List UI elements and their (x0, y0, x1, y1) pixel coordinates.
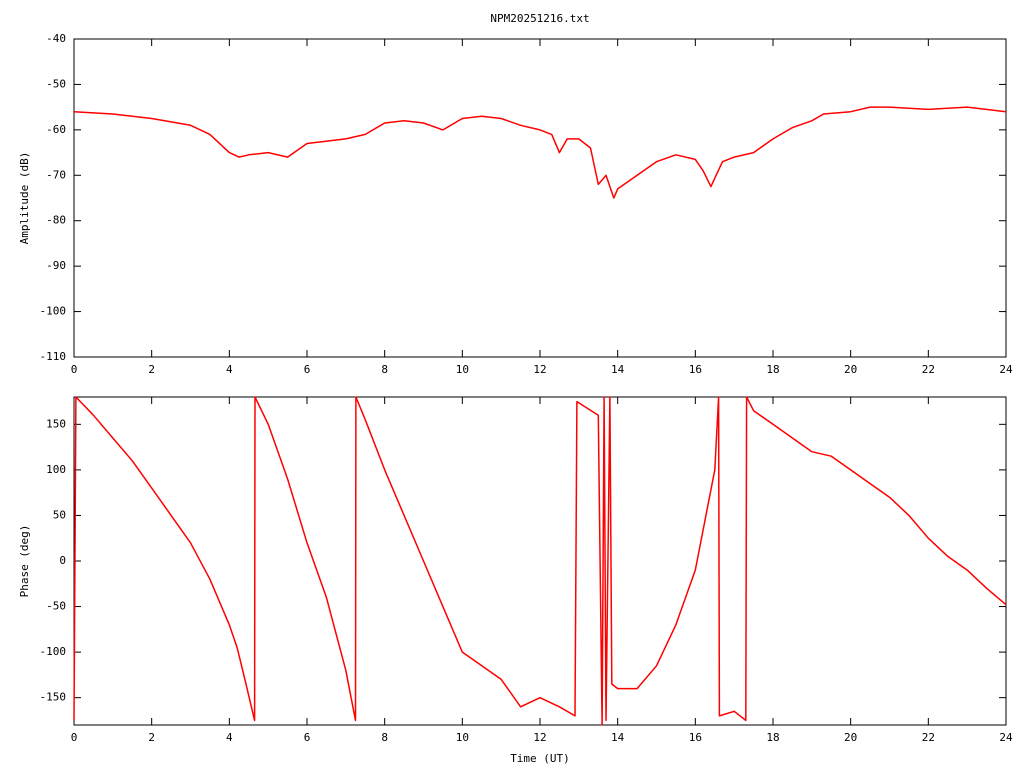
x-tick-label: 4 (226, 363, 233, 376)
x-tick-label: 22 (922, 363, 935, 376)
x-tick-label: 14 (611, 731, 625, 744)
x-tick-label: 14 (611, 363, 625, 376)
y-tick-label: -90 (46, 259, 66, 272)
y-tick-label: -100 (40, 305, 67, 318)
x-tick-label: 8 (381, 363, 388, 376)
y-tick-label: 100 (46, 463, 66, 476)
x-tick-label: 16 (689, 363, 702, 376)
x-tick-label: 18 (766, 363, 779, 376)
x-tick-label: 20 (844, 363, 857, 376)
x-tick-label: 16 (689, 731, 702, 744)
x-tick-label: 20 (844, 731, 857, 744)
y-tick-label: 50 (53, 508, 66, 521)
x-tick-label: 22 (922, 731, 935, 744)
x-tick-label: 0 (71, 731, 78, 744)
x-tick-label: 4 (226, 731, 233, 744)
x-axis-label: Time (UT) (510, 752, 570, 765)
y-tick-label: -50 (46, 600, 66, 613)
y-tick-label: -100 (40, 645, 67, 658)
y-tick-label: -70 (46, 168, 66, 181)
x-tick-label: 6 (304, 731, 311, 744)
y-tick-label: -150 (40, 691, 67, 704)
x-tick-label: 10 (456, 731, 469, 744)
data-line (73, 106, 1007, 199)
y-tick-label: -110 (40, 350, 67, 363)
x-tick-label: 24 (999, 731, 1013, 744)
x-tick-label: 12 (533, 363, 546, 376)
y-tick-label: -40 (46, 32, 66, 45)
x-tick-label: 0 (71, 363, 78, 376)
x-tick-label: 24 (999, 363, 1013, 376)
x-tick-label: 18 (766, 731, 779, 744)
chart-title: NPM20251216.txt (490, 12, 589, 25)
x-tick-label: 12 (533, 731, 546, 744)
y-tick-label: -60 (46, 123, 66, 136)
x-tick-label: 2 (148, 731, 155, 744)
y-tick-label: 0 (59, 554, 66, 567)
x-tick-label: 6 (304, 363, 311, 376)
plot-frame (73, 38, 1007, 358)
y-tick-label: -80 (46, 214, 66, 227)
x-tick-label: 10 (456, 363, 469, 376)
data-line (73, 396, 1007, 726)
plot-frame (73, 396, 1007, 726)
y-tick-label: -50 (46, 77, 66, 90)
y-tick-label: 150 (46, 417, 66, 430)
x-tick-label: 8 (381, 731, 388, 744)
y-axis-label: Phase (deg) (18, 525, 31, 598)
y-axis-label: Amplitude (dB) (18, 152, 31, 245)
x-tick-label: 2 (148, 363, 155, 376)
